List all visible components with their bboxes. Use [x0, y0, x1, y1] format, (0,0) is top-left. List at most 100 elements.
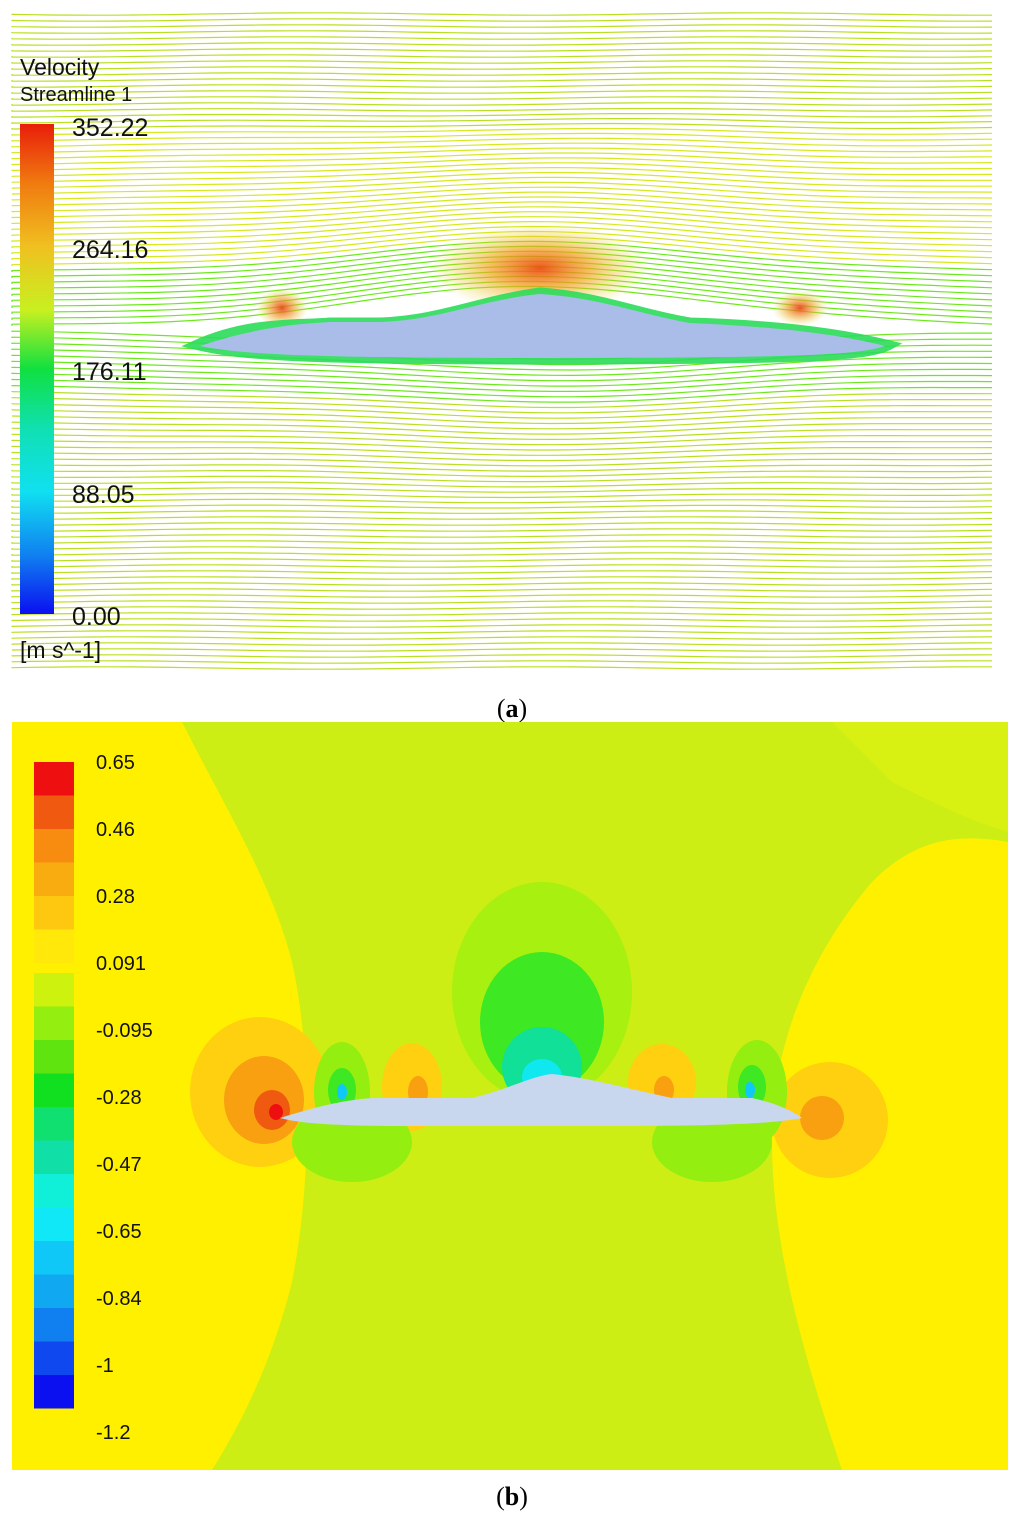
- streamline: [11, 24, 993, 28]
- streamline: [11, 475, 993, 483]
- streamline: [11, 181, 993, 201]
- streamline: [11, 660, 992, 664]
- streamline: [11, 570, 993, 574]
- colorbar-tick: 0.46: [96, 819, 135, 841]
- colorbar-tick: -0.65: [96, 1221, 142, 1243]
- streamline: [11, 564, 993, 568]
- streamline: [11, 162, 993, 177]
- streamline: [11, 360, 993, 382]
- streamline: [11, 464, 993, 472]
- streamline: [11, 445, 993, 456]
- colorbar-tick: 88.05: [72, 481, 135, 509]
- streamline: [11, 606, 993, 610]
- streamline: [11, 433, 992, 446]
- streamline: [11, 186, 993, 207]
- streamline: [11, 147, 993, 160]
- streamline: [11, 225, 993, 254]
- colorbar-tick: 0.00: [72, 603, 121, 631]
- streamline: [11, 132, 993, 142]
- colorbar-tick: -0.84: [96, 1288, 142, 1310]
- streamline: [11, 196, 993, 219]
- streamline: [11, 211, 993, 236]
- colorbar-tick: 0.65: [96, 752, 135, 774]
- streamline: [11, 594, 993, 598]
- caption-a: (a): [496, 694, 528, 723]
- streamline: [11, 127, 993, 136]
- streamline: [11, 171, 992, 189]
- streamline: [11, 378, 993, 398]
- colorbar-band: [34, 862, 74, 896]
- contour-plot: [12, 722, 1008, 1470]
- colorbar-tick: -0.095: [96, 1020, 153, 1042]
- streamline: [11, 516, 993, 520]
- streamline: [11, 12, 992, 16]
- colorbar-tick: -0.47: [96, 1154, 142, 1176]
- streamline: [11, 397, 992, 414]
- streamline: [11, 636, 993, 640]
- streamline: [11, 648, 993, 652]
- streamline: [11, 522, 993, 526]
- pressure-colorbar: [34, 762, 74, 1409]
- streamline: [11, 18, 993, 22]
- streamline: [11, 421, 992, 435]
- streamline: [11, 439, 993, 451]
- streamline: [11, 540, 993, 544]
- streamline: [11, 118, 993, 124]
- streamline: [11, 78, 993, 82]
- streamline: [11, 427, 992, 441]
- streamline: [11, 403, 992, 419]
- colorbar-tick: -1: [96, 1355, 114, 1377]
- high-velocity-region: [430, 223, 650, 313]
- streamline: [11, 415, 992, 430]
- colorbar-band: [34, 1375, 74, 1409]
- streamline: [11, 354, 993, 377]
- airfoil-shape: [280, 1074, 802, 1126]
- streamline: [11, 152, 993, 166]
- colorbar-band: [34, 829, 74, 863]
- streamline: [11, 588, 993, 592]
- streamline: [11, 176, 993, 195]
- streamline: [11, 458, 993, 467]
- colorbar-band: [34, 795, 74, 829]
- streamline: [11, 191, 993, 213]
- streamline: [11, 384, 992, 403]
- streamline: [11, 366, 993, 387]
- streamline: [11, 66, 993, 70]
- velocity-streamline-panel: Velocity Streamline 1 352.22 264.16 176.…: [0, 0, 1024, 690]
- colorbar-band: [34, 973, 74, 1007]
- streamline: [11, 122, 993, 130]
- colorbar-tick: -0.28: [96, 1087, 142, 1109]
- streamline: [11, 72, 993, 76]
- streamlines: [11, 12, 993, 670]
- streamline: [11, 107, 993, 112]
- streamline: [11, 498, 993, 504]
- legend-title: Velocity: [20, 54, 100, 80]
- colorbar-tick: 176.11: [72, 358, 147, 386]
- colorbar-band: [34, 1140, 74, 1174]
- streamline: [11, 612, 993, 616]
- streamline: [11, 504, 993, 509]
- streamline: [11, 481, 993, 488]
- streamline: [11, 36, 993, 40]
- colorbar-tick: 264.16: [72, 236, 149, 264]
- streamline: [11, 666, 992, 670]
- streamline: [11, 216, 993, 242]
- streamline: [11, 582, 993, 586]
- streamline: [11, 201, 993, 224]
- streamline: [11, 137, 993, 148]
- legend-subtitle: Streamline 1: [20, 84, 133, 106]
- upstream-region: [12, 722, 307, 1470]
- streamline: [11, 30, 993, 34]
- colorbar-band: [34, 1174, 74, 1208]
- leading-edge-velocity-spot: [256, 288, 308, 328]
- streamline: [11, 102, 993, 106]
- colorbar-band: [34, 896, 74, 930]
- streamline: [11, 206, 993, 230]
- streamline: [11, 492, 993, 499]
- streamline-plot: [11, 12, 993, 670]
- colorbar-tick: -1.2: [96, 1422, 131, 1444]
- caption-b: (b): [496, 1482, 528, 1511]
- streamline: [11, 113, 993, 118]
- colorbar-band: [34, 1040, 74, 1074]
- unit-label: [m s^-1]: [20, 637, 102, 663]
